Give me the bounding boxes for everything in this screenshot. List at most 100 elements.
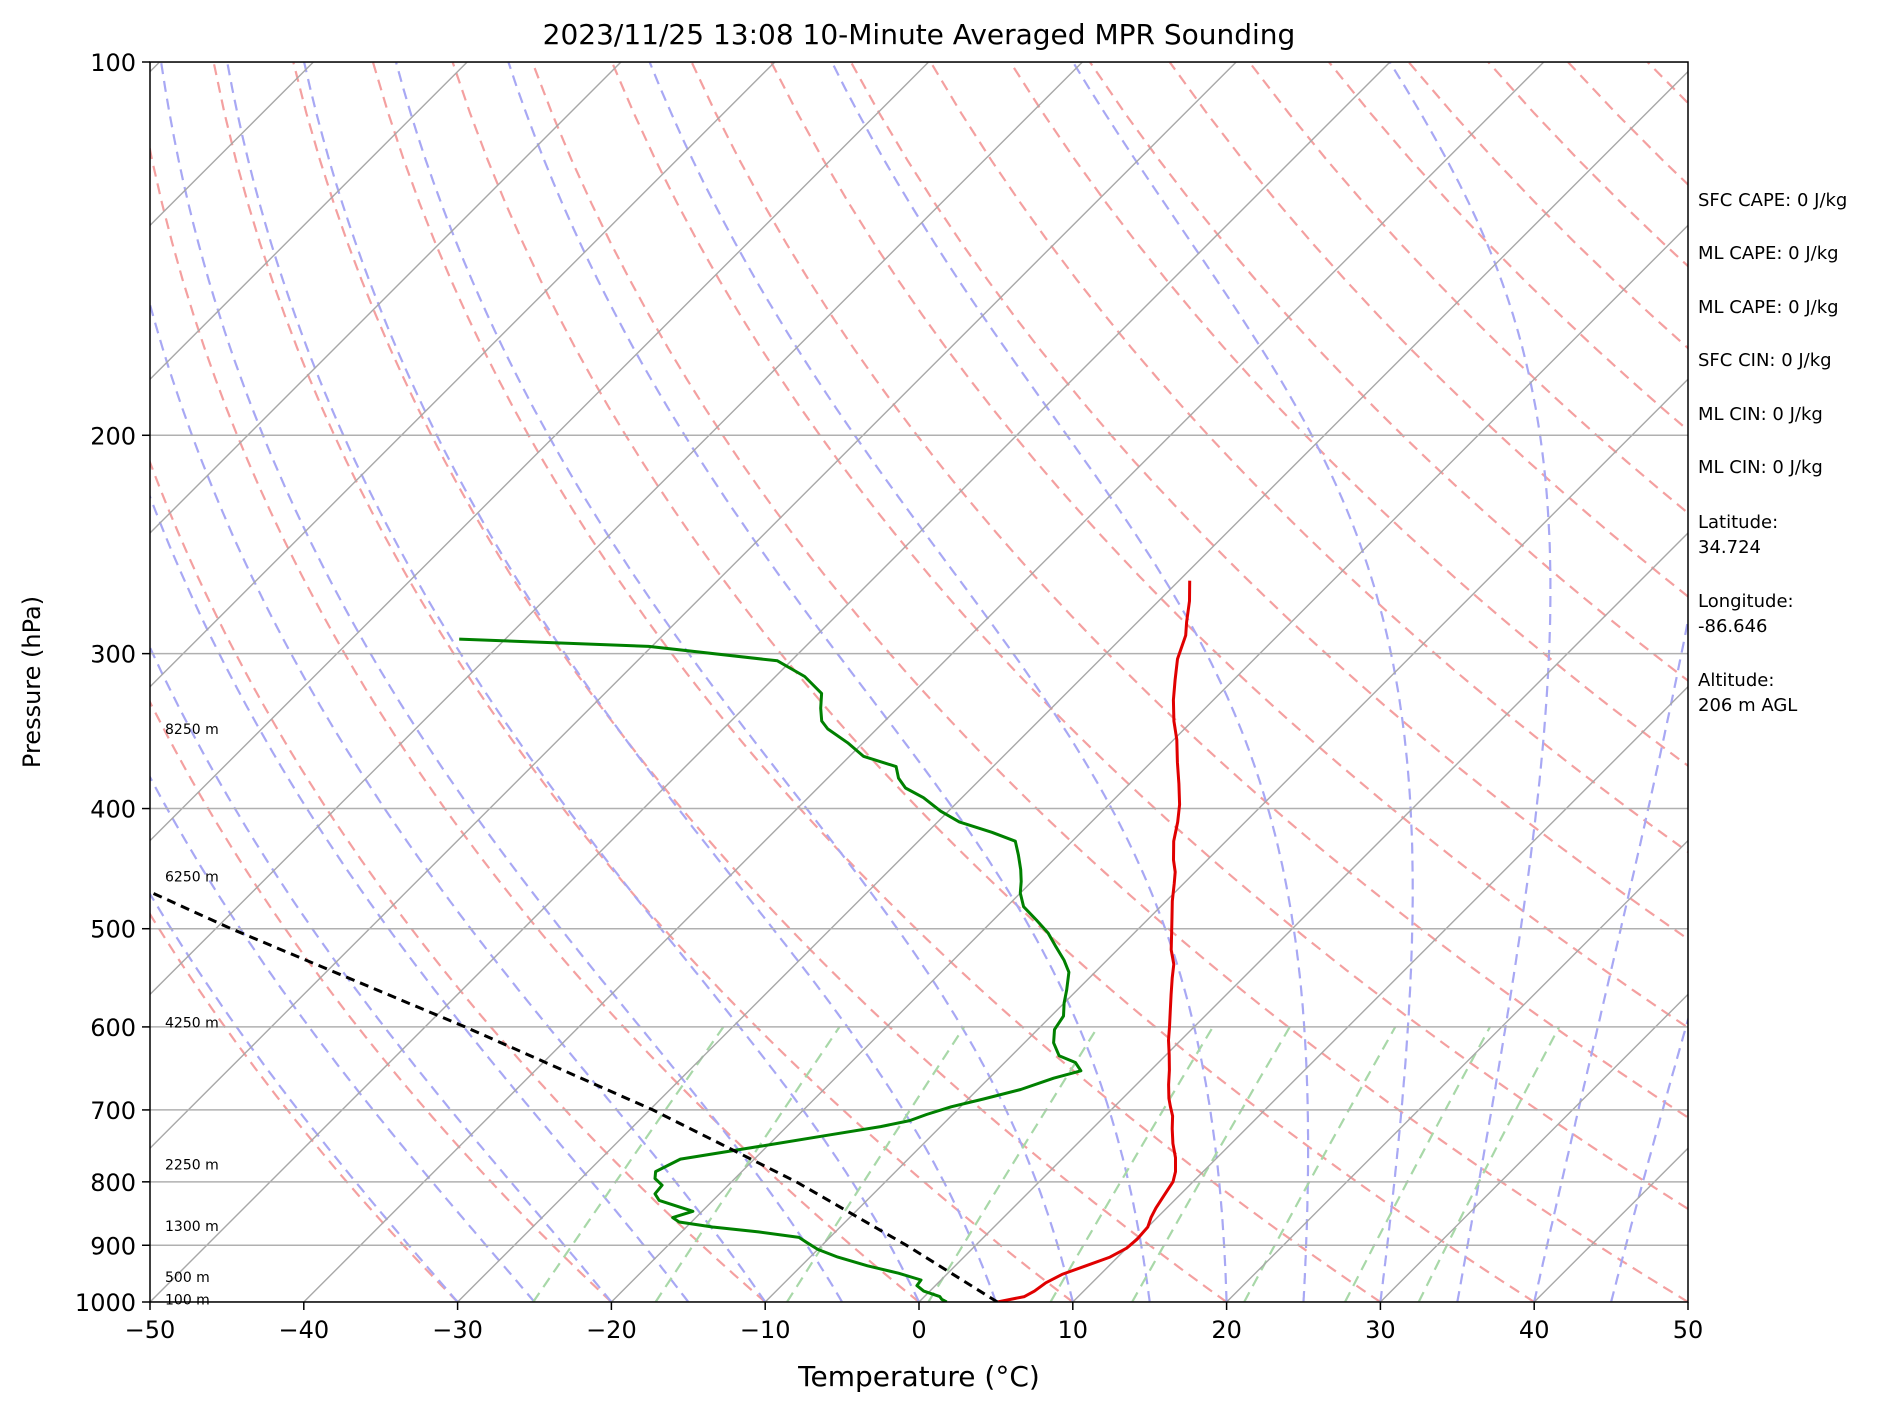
longitude-heading: Longitude: — [1698, 591, 1794, 612]
x-tick-label: 40 — [1519, 1316, 1550, 1344]
dry-adiabat — [371, 62, 1382, 1302]
height-label: 6250 m — [165, 870, 219, 886]
dry-adiabat — [610, 62, 1688, 1211]
x-tick-label: −20 — [586, 1316, 637, 1344]
height-label: 500 m — [165, 1270, 210, 1286]
moist-adiabat — [150, 891, 459, 1302]
y-tick-label: 600 — [90, 1014, 136, 1042]
dry-adiabat — [690, 62, 1688, 1119]
y-tick-label: 800 — [90, 1169, 136, 1197]
y-tick-label: 500 — [90, 916, 136, 944]
isotherm — [0, 62, 6, 1302]
isotherm — [150, 62, 1237, 1150]
mixing-ratio-line — [1344, 1026, 1491, 1302]
isotherm — [918, 532, 1688, 1302]
moist-adiabat — [1610, 1015, 1688, 1302]
y-tick-label: 400 — [90, 796, 136, 824]
y-tick-label: 100 — [90, 49, 136, 77]
isotherm — [1226, 839, 1688, 1302]
sfc-cape-label: SFC CAPE: 0 J/kg — [1698, 190, 1848, 211]
height-label: 100 m — [165, 1292, 210, 1308]
reference-lines — [0, 62, 1688, 1302]
pressure-gridlines — [150, 62, 1688, 1302]
height-label: 4250 m — [165, 1015, 219, 1031]
ml-cape-label: ML CAPE: 0 J/kg — [1698, 243, 1839, 264]
dewpoint-line — [459, 637, 1083, 1302]
moist-adiabat — [1071, 62, 1414, 1302]
y-tick-label: 1000 — [75, 1289, 136, 1317]
x-tick-label: −30 — [432, 1316, 483, 1344]
moist-adiabat — [830, 62, 1310, 1302]
isotherm — [457, 70, 1688, 1302]
dry-adiabat — [531, 62, 1688, 1302]
latitude-heading: Latitude: — [1698, 512, 1779, 533]
x-axis: −50 −40 −30 −20 −10 0 10 20 30 40 50 — [125, 1302, 1704, 1344]
moist-adiabat — [160, 62, 844, 1302]
moist-adiabat — [150, 644, 613, 1302]
dry-adiabat — [849, 62, 1688, 941]
temperature-line — [997, 580, 1192, 1302]
x-tick-label: 10 — [1058, 1316, 1089, 1344]
height-label: 2250 m — [165, 1158, 219, 1174]
mixing-ratio-line — [1049, 1026, 1214, 1302]
ml-cin-label: ML CIN: 0 J/kg — [1698, 404, 1823, 425]
y-axis-label: Pressure (hPa) — [18, 596, 46, 768]
chart-title: 2023/11/25 13:08 10-Minute Averaged MPR … — [543, 18, 1296, 51]
moist-adiabat — [226, 62, 920, 1302]
dry-adiabat — [212, 62, 1074, 1302]
series-lines — [150, 580, 1192, 1302]
isotherm — [150, 62, 930, 842]
moist-adiabat — [507, 62, 1151, 1302]
height-label: 1300 m — [165, 1219, 219, 1235]
isotherm — [764, 378, 1688, 1302]
dry-adiabat — [150, 699, 613, 1302]
isotherm — [150, 62, 1391, 1302]
moist-adiabat — [1388, 62, 1552, 1302]
dry-adiabat — [770, 62, 1688, 1029]
ml-cin-label-2: ML CIN: 0 J/kg — [1698, 457, 1823, 478]
moist-adiabat — [150, 774, 536, 1302]
y-tick-label: 300 — [90, 641, 136, 669]
x-axis-label: Temperature (°C) — [797, 1360, 1040, 1393]
altitude-heading: Altitude: — [1698, 670, 1775, 691]
moist-adiabat — [150, 493, 690, 1302]
y-tick-label: 900 — [90, 1232, 136, 1260]
dry-adiabat — [929, 62, 1688, 854]
mixing-ratio-line — [786, 1026, 966, 1302]
x-tick-label: −10 — [740, 1316, 791, 1344]
x-tick-label: 20 — [1211, 1316, 1242, 1344]
isotherm — [150, 62, 1083, 996]
ml-cape-label-2: ML CAPE: 0 J/kg — [1698, 297, 1839, 318]
mixing-ratio-line — [927, 1026, 1099, 1302]
dry-adiabat — [1088, 62, 1688, 683]
dry-adiabat — [150, 144, 920, 1302]
y-axis: 1000 900 800 700 600 500 400 300 200 100 — [75, 49, 150, 1317]
moist-adiabat — [303, 62, 997, 1302]
isotherm — [150, 62, 622, 534]
moist-adiabat — [648, 62, 1228, 1302]
y-tick-label: 700 — [90, 1097, 136, 1125]
dry-adiabat — [150, 912, 459, 1302]
parcel-profile-line — [150, 890, 999, 1302]
moist-adiabat — [1533, 614, 1688, 1302]
x-tick-label: −50 — [125, 1316, 176, 1344]
latitude-value: 34.724 — [1698, 537, 1761, 558]
mixing-ratio-line — [1417, 1026, 1561, 1302]
x-tick-label: 30 — [1365, 1316, 1396, 1344]
moist-adiabat — [394, 62, 1074, 1302]
height-label: 8250 m — [165, 722, 219, 738]
height-labels: 100 m 500 m 1300 m 2250 m 4250 m 6250 m 8250 m — [165, 722, 219, 1308]
mixing-ratio-line — [1131, 1026, 1291, 1302]
isotherm — [1379, 993, 1688, 1302]
dry-adiabat — [292, 62, 1228, 1302]
x-tick-label: 0 — [911, 1316, 926, 1344]
dry-adiabat — [451, 62, 1535, 1302]
isotherm — [150, 62, 776, 688]
mixing-ratio-line — [532, 1026, 725, 1302]
isotherm — [150, 62, 468, 381]
sfc-cin-label: SFC CIN: 0 J/kg — [1698, 350, 1832, 371]
isotherm — [303, 62, 1545, 1302]
x-tick-label: 50 — [1673, 1316, 1704, 1344]
altitude-value: 206 m AGL — [1698, 695, 1798, 716]
